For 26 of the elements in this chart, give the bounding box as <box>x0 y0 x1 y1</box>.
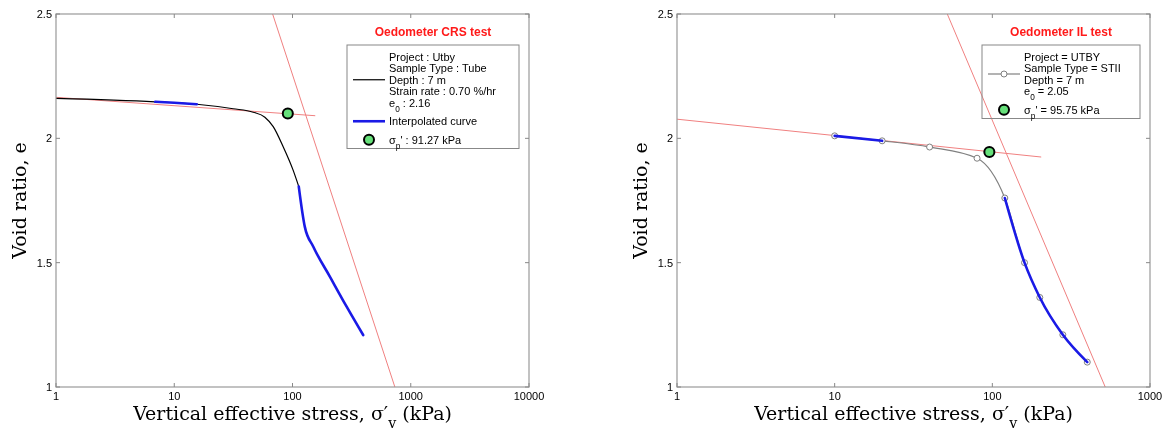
x-tick-label: 10 <box>168 390 181 402</box>
x-tick-label: 100 <box>283 390 302 402</box>
x-tick-label: 1000 <box>1137 390 1163 402</box>
y-tick-label: 1 <box>666 381 673 393</box>
x-tick-label: 1000 <box>398 390 423 402</box>
legend-label: Interpolated curve <box>389 115 478 127</box>
legend-label: σ$_{p}$' : 91.27 kPa <box>389 133 463 150</box>
y-tick-label: 2.5 <box>36 8 52 20</box>
y-axis-title: Void ratio, e <box>8 142 30 260</box>
legend-label: σ$_{p}$' = 95.75 kPa <box>1024 103 1101 120</box>
y-tick-label: 2 <box>45 132 52 145</box>
x-axis-title: Vertical effective stress, σ′$_{v}$ (kPa) <box>132 402 452 430</box>
y-tick-label: 1.5 <box>36 256 52 269</box>
text: Oedometer CRS test <box>374 25 492 39</box>
y-tick-label: 1.5 <box>657 256 673 269</box>
x-tick-label: 10 <box>828 390 841 402</box>
y-axis-title: Void ratio, e <box>629 142 651 260</box>
x-tick-label: 10000 <box>513 390 545 402</box>
y-tick-label: 2 <box>666 132 673 145</box>
legend-label: Project : Utby Sample Type : Tube Depth : 7 m Strain rate : 0.70 %/hr e$_{0}$ : 2.16 <box>389 50 497 113</box>
x-axis-title: Vertical effective stress, σ′$_{v}$ (kPa) <box>753 402 1073 430</box>
x-tick-label: 100 <box>983 390 1002 402</box>
legend-label: Project = UTBY Sample Type = STII Depth = 7 m e$_{0}$ = 2.05 <box>1024 50 1121 102</box>
y-tick-label: 1 <box>45 381 52 393</box>
text: Oedometer IL test <box>1010 25 1112 39</box>
y-tick-label: 2.5 <box>657 8 673 20</box>
